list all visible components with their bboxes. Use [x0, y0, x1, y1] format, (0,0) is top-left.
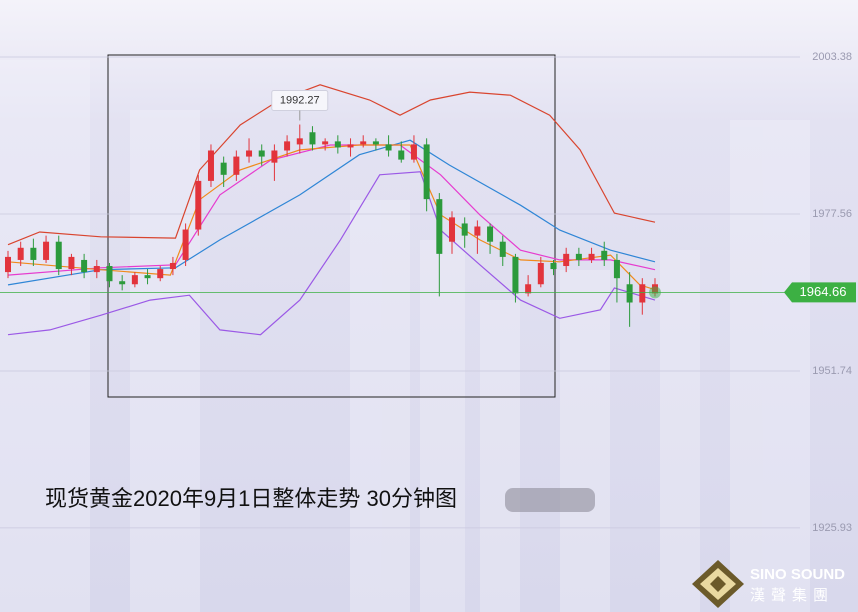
candle-body — [296, 138, 303, 145]
candle-body — [449, 217, 456, 242]
caption: 现货黄金2020年9月1日整体走势 30分钟图 — [45, 486, 457, 511]
candle-body — [93, 266, 100, 273]
candle-body — [5, 256, 11, 273]
candle-body — [575, 253, 582, 260]
candle-body — [334, 141, 341, 148]
candle-body — [182, 229, 189, 260]
candle-body — [639, 284, 646, 303]
candle-body — [613, 259, 620, 279]
logo-zh: 漢聲集團 — [750, 587, 834, 604]
candle-body — [258, 150, 265, 157]
logo-mark — [710, 576, 726, 592]
candle-body — [461, 223, 468, 236]
candle-body — [423, 144, 430, 200]
candle-body — [195, 180, 202, 230]
indicator-line — [7, 84, 656, 246]
candle-body — [144, 275, 151, 279]
candle-body — [588, 253, 595, 260]
candle-body — [626, 284, 633, 303]
candle-body — [601, 250, 608, 260]
indicator-line — [7, 171, 656, 336]
candle-body — [398, 150, 405, 160]
candle-body — [131, 275, 138, 285]
candle-body — [81, 259, 88, 273]
y-tick-label: 2003.38 — [812, 51, 852, 63]
indicator-line — [7, 139, 656, 286]
candle-body — [106, 266, 113, 282]
candle-body — [372, 141, 379, 145]
candle-body — [347, 144, 354, 148]
candle-body — [385, 144, 392, 151]
candle-body — [119, 281, 126, 285]
candle-body — [322, 141, 329, 145]
candle-body — [55, 241, 62, 270]
candle-body — [436, 199, 443, 254]
candle-body — [309, 132, 316, 145]
candle-body — [30, 247, 37, 260]
candle-body — [360, 141, 367, 145]
y-tick-label: 1951.74 — [812, 365, 852, 377]
candle-body — [525, 284, 532, 294]
candle-body — [550, 262, 557, 270]
candle-body — [157, 269, 164, 279]
last-price-badge — [784, 282, 856, 303]
last-price-label: 1964.66 — [800, 284, 847, 299]
candle-body — [537, 262, 544, 285]
candle-body — [499, 241, 506, 257]
blurred-watermark — [505, 488, 595, 512]
candle-body — [284, 141, 291, 151]
y-tick-label: 1925.93 — [812, 522, 852, 534]
last-price-glow — [648, 286, 661, 299]
candle-body — [474, 226, 481, 236]
candle-body — [220, 162, 227, 175]
candle-body — [563, 253, 570, 267]
candle-body — [68, 256, 75, 270]
highlight-box — [107, 54, 556, 398]
candle-body — [410, 144, 417, 160]
candle-body — [169, 262, 176, 270]
logo-en: SINO SOUND — [750, 566, 845, 583]
candle-body — [207, 150, 214, 181]
candle-body — [487, 226, 494, 242]
y-tick-label: 1977.56 — [812, 208, 852, 220]
candle-body — [43, 241, 50, 260]
candle-body — [246, 150, 253, 157]
candle-body — [271, 150, 278, 163]
candle-body — [512, 256, 519, 294]
candle-body — [233, 156, 240, 175]
candle-body — [17, 247, 24, 260]
logo: SINO SOUND 漢聲集團 — [692, 560, 845, 608]
background-buildings — [0, 60, 810, 612]
callout-label: 1992.27 — [280, 94, 320, 106]
